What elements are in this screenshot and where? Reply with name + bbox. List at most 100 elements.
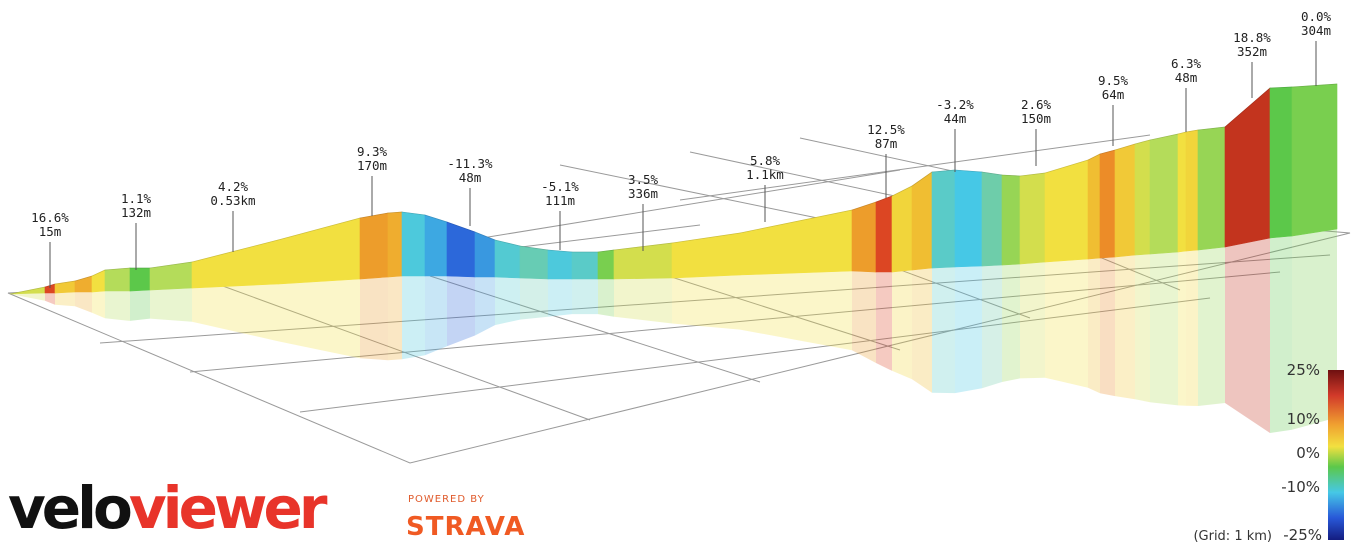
profile-band	[1197, 126, 1226, 251]
profile-band	[981, 171, 1003, 267]
profile-band	[1185, 129, 1199, 252]
segment-labels: 16.6%15m 1.1%132m 4.2%0.53km 9.3%170m -11.3%…	[31, 9, 1332, 288]
grid-line	[679, 134, 1151, 201]
profile-band	[401, 211, 426, 277]
segment-length-label: 44m	[944, 111, 967, 126]
profile-reflection	[10, 229, 1337, 433]
gradient-scale: 25% 10% 0% -10% (Grid: 1 km) -25%	[1193, 361, 1344, 544]
reflection-band	[388, 276, 402, 361]
segment-length-label: 48m	[1175, 70, 1198, 85]
segment-length-label: 1.1km	[746, 167, 784, 182]
profile-band	[547, 249, 573, 280]
profile-band	[739, 209, 853, 276]
profile-band	[571, 251, 599, 280]
profile-band	[671, 232, 741, 279]
profile-band	[1044, 159, 1089, 263]
segment-gradient-label: 4.2%	[218, 179, 249, 194]
reflection-band	[1186, 250, 1198, 406]
profile-band	[494, 239, 521, 279]
profile-band	[277, 217, 361, 285]
reflection-band	[1178, 251, 1186, 406]
segment-gradient-label: 0.0%	[1301, 9, 1332, 24]
scale-label: 10%	[1287, 410, 1320, 428]
reflection-band	[495, 277, 520, 326]
svg-text:veloviewer: veloviewer	[8, 474, 328, 542]
segment-length-label: 48m	[459, 170, 482, 185]
scale-label: 25%	[1287, 361, 1320, 379]
segment-gradient-label: -3.2%	[936, 97, 974, 112]
reflection-band	[75, 292, 92, 313]
reflection-band	[425, 276, 447, 356]
gradient-scale-bar	[1328, 370, 1344, 540]
profile-band	[891, 185, 913, 273]
scale-label: 0%	[1296, 444, 1320, 462]
reflection-band	[1150, 252, 1178, 406]
reflection-band	[1020, 262, 1045, 379]
segment-gradient-label: 6.3%	[1171, 56, 1202, 71]
profile-top-edge	[9, 83, 1338, 295]
segment-gradient-label: -11.3%	[447, 156, 493, 171]
reflection-band	[447, 276, 475, 347]
profile-band	[851, 201, 877, 273]
segment-gradient-label: 2.6%	[1021, 97, 1052, 112]
reflection-band	[572, 279, 598, 315]
segment-length-label: 170m	[357, 158, 387, 173]
reflection-band	[402, 276, 425, 360]
profile-band	[1019, 172, 1046, 265]
profile-band	[1134, 139, 1151, 256]
reflection-band	[278, 279, 360, 359]
reflection-band	[520, 278, 548, 320]
reflection-band	[1135, 254, 1150, 403]
reflection-band	[130, 290, 150, 321]
reflection-band	[1045, 259, 1088, 388]
segment-length-label: 132m	[121, 205, 151, 220]
reflection-band	[192, 284, 278, 342]
profile-band	[1149, 133, 1179, 255]
segment-length-label: 87m	[875, 136, 898, 151]
profile-band	[875, 195, 893, 273]
logo-viewer: viewer	[129, 474, 328, 542]
grid-line	[299, 297, 1211, 413]
reflection-band	[360, 277, 388, 361]
profile-band	[954, 169, 983, 268]
profile-band	[104, 267, 131, 292]
reflection-band	[1292, 229, 1337, 430]
reflection-band	[105, 291, 130, 321]
strava-badge: POWERED BY STRAVA	[406, 494, 524, 542]
segment-gradient-label: 1.1%	[121, 191, 152, 206]
segment-length-label: 15m	[39, 224, 62, 239]
reflection-band	[852, 271, 876, 363]
reflection-band	[1100, 257, 1115, 397]
profile-band	[129, 267, 151, 292]
profile-band	[519, 245, 549, 280]
reflection-band	[982, 265, 1002, 389]
scale-label: -25%	[1283, 526, 1322, 544]
profile-band	[1224, 87, 1271, 248]
profile-band	[931, 169, 956, 269]
reflection-band	[1088, 258, 1100, 394]
profile-band	[424, 214, 448, 277]
grid-line	[429, 275, 761, 383]
segment-gradient-label: 9.3%	[357, 144, 388, 159]
profile-band	[1269, 86, 1293, 239]
reflection-band	[55, 292, 75, 307]
reflection-band	[45, 293, 55, 305]
segment-gradient-label: -5.1%	[541, 179, 579, 194]
segment-gradient-label: 3.5%	[628, 172, 659, 187]
profile-band	[911, 171, 933, 271]
reflection-band	[150, 288, 192, 322]
reflection-band	[932, 267, 955, 394]
reflection-band	[1270, 236, 1292, 433]
reflection-band	[955, 266, 982, 394]
reflection-band	[475, 277, 495, 336]
profile-band	[1291, 83, 1338, 237]
profile-bands	[9, 83, 1338, 295]
reflection-band	[1225, 238, 1270, 433]
logo-velo: velo	[8, 474, 131, 542]
profile-band	[597, 249, 615, 280]
reflection-band	[10, 293, 45, 301]
segment-length-label: 352m	[1237, 44, 1267, 59]
segment-gradient-label: 18.8%	[1233, 30, 1271, 45]
segment-length-label: 64m	[1102, 87, 1125, 102]
profile-band	[1099, 149, 1116, 259]
